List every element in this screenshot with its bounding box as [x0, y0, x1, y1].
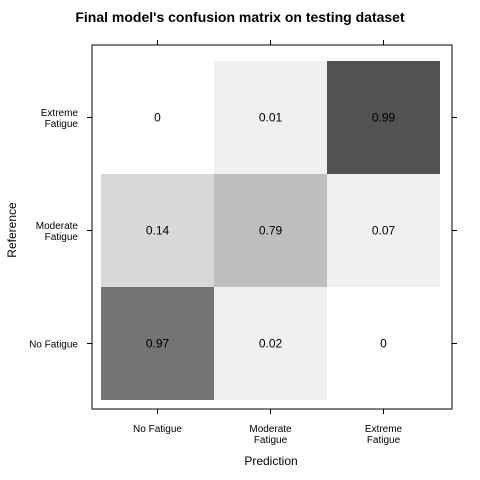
- y-tick-label-line: No Fatigue: [29, 340, 78, 351]
- cell-value-label: 0: [154, 111, 161, 125]
- x-tick-label-line: Moderate: [249, 424, 292, 435]
- plot-frame: [91, 44, 453, 410]
- cells-layer: 0.97 0.02 0 0.14 0.79 0.07 0 0.01 0.99: [101, 61, 440, 400]
- y-tick-label: No Fatigue: [29, 340, 78, 351]
- heatmap-cell: [327, 287, 440, 400]
- x-tick-label-line: Fatigue: [254, 435, 288, 446]
- cell-value-label: 0.79: [259, 224, 283, 238]
- x-axis-label: Prediction: [244, 454, 297, 468]
- heatmap-cell: [214, 61, 327, 174]
- x-tick-label-line: No Fatigue: [133, 424, 182, 435]
- y-tick-label-line: Extreme: [41, 108, 79, 119]
- heatmap-cell: [214, 287, 327, 400]
- cell-value-label: 0.14: [146, 224, 170, 238]
- y-tick-label-line: Fatigue: [45, 232, 79, 243]
- y-axis-label: Reference: [5, 202, 19, 258]
- y-tick-label: Extreme Fatigue: [41, 108, 79, 130]
- cell-value-label: 0.97: [146, 337, 170, 351]
- cell-value-label: 0: [380, 337, 387, 351]
- cell-value-label: 0.07: [372, 224, 396, 238]
- x-tick-label-line: Fatigue: [367, 435, 401, 446]
- cell-value-label: 0.02: [259, 337, 283, 351]
- cell-value-label: 0.01: [259, 111, 283, 125]
- x-tick-label: Moderate Fatigue: [249, 424, 292, 446]
- x-tick-label-line: Extreme: [365, 424, 403, 435]
- y-tick-label: Moderate Fatigue: [36, 221, 79, 243]
- heatmap-cell: [327, 174, 440, 287]
- chart-title: Final model's confusion matrix on testin…: [75, 9, 405, 25]
- x-tick-label: Extreme Fatigue: [365, 424, 403, 446]
- ticks-layer: [87, 40, 457, 414]
- heatmap-cell: [101, 174, 214, 287]
- heatmap-cell: [214, 174, 327, 287]
- cell-value-label: 0.99: [372, 111, 396, 125]
- heatmap-cell: [101, 287, 214, 400]
- y-tick-label-line: Moderate: [36, 221, 79, 232]
- x-tick-label: No Fatigue: [133, 424, 182, 435]
- heatmap-cell: [101, 61, 214, 174]
- heatmap-cell: [327, 61, 440, 174]
- y-tick-label-line: Fatigue: [45, 119, 79, 130]
